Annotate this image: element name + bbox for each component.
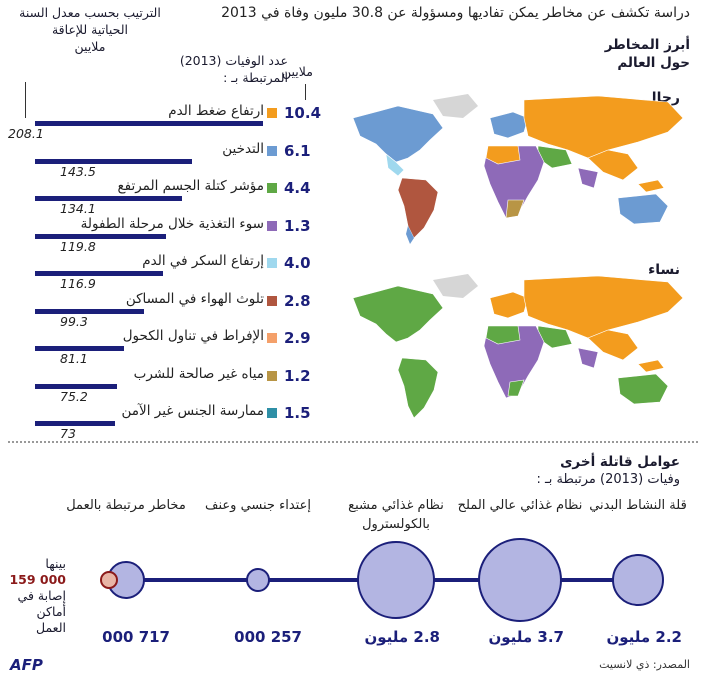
- other-factors-subtitle: وفيات (2013) مرتبطة بـ :: [536, 472, 680, 487]
- factor-label: نظام غذائي عالي الملح: [457, 498, 583, 513]
- deaths-pointer-line: [305, 84, 306, 100]
- work-note-number: 159 000: [9, 572, 66, 587]
- women-world-map: [352, 274, 684, 419]
- risk-label: سوء التغذية خلال مرحلة الطفولة: [80, 215, 264, 232]
- deaths-unit: ملايين: [282, 64, 313, 79]
- risk-label: إرتفاع السكر في الدم: [142, 253, 264, 269]
- factor-label: إعتداء جنسي وعنف: [205, 498, 311, 513]
- section-divider: [8, 441, 698, 443]
- risk-color-swatch: [267, 333, 277, 343]
- risk-dalys-value: 208.1: [8, 126, 44, 141]
- risk-dalys-value: 143.5: [60, 163, 96, 179]
- infographic-title: دراسة تكشف عن مخاطر يمكن تفاديها ومسؤولة…: [221, 5, 690, 21]
- risk-color-swatch: [267, 370, 277, 381]
- risk-dalys-bar: [35, 121, 263, 126]
- factor-value: 3.7 مليون: [488, 628, 564, 646]
- risk-dalys-value: 75.2: [60, 388, 88, 404]
- risk-dalys-value: 73: [60, 426, 76, 441]
- risk-dalys-bar: [35, 233, 166, 239]
- risk-color-swatch: [267, 408, 277, 418]
- risk-dalys-value: 134.1: [60, 201, 96, 216]
- risk-label: ممارسة الجنس غير الآمن: [121, 403, 265, 419]
- risk-dalys-value: 116.9: [60, 276, 96, 291]
- factor-circle: [246, 568, 270, 592]
- risk-deaths-value: 1.3: [284, 216, 311, 235]
- risk-label: مؤشر كتلة الجسم المرتفع: [117, 178, 264, 194]
- risk-deaths-value: 2.8: [284, 291, 311, 310]
- other-factors-title: عوامل قاتلة أخرى: [560, 454, 680, 470]
- factor-circle: [612, 554, 664, 606]
- risk-dalys-bar: [35, 383, 117, 389]
- risk-color-swatch: [267, 183, 277, 193]
- risk-dalys-value: 119.8: [60, 238, 96, 254]
- risk-color-swatch: [267, 258, 277, 268]
- risk-label: التدخين: [222, 140, 264, 157]
- factor-label: نظام غذائي مشبع بالكولسترول: [348, 498, 444, 532]
- risk-dalys-bar: [35, 308, 144, 314]
- dalys-column-label: الترتيب بحسب معدل السنة الحياتية للإعاقة…: [10, 4, 170, 55]
- risk-deaths-value: 4.4: [284, 179, 311, 197]
- risk-dalys-value: 81.1: [60, 351, 88, 366]
- afp-logo: AFP: [10, 656, 43, 674]
- workplace-injury-note: بينها 159 000 إصابة في أماكن العمل: [8, 556, 66, 636]
- risk-deaths-value: 1.2: [284, 366, 311, 385]
- risk-deaths-value: 4.0: [284, 254, 311, 272]
- factor-circle: [357, 541, 435, 619]
- source-credit: المصدر: ذي لانسيت: [599, 658, 690, 671]
- risk-label: تلوث الهواء في المساكن: [125, 290, 264, 307]
- risk-dalys-bar: [35, 346, 124, 351]
- risk-color-swatch: [267, 108, 277, 118]
- men-world-map: [352, 94, 684, 244]
- risk-deaths-value: 2.9: [284, 329, 311, 347]
- risk-deaths-value: 6.1: [284, 141, 311, 160]
- factor-value: 2.8 مليون: [364, 628, 440, 646]
- workplace-injury-circle: [100, 571, 118, 589]
- map-title: أبرز المخاطر حول العالم: [604, 37, 690, 71]
- risk-color-swatch: [267, 220, 277, 231]
- risk-dalys-bar: [35, 158, 192, 164]
- risk-deaths-value: 10.4: [284, 104, 322, 122]
- factor-value: 717 000: [102, 628, 170, 646]
- risk-label: ارتفاع ضغط الدم: [168, 103, 264, 119]
- factor-label: قلة النشاط البدني: [589, 498, 687, 513]
- dalys-label-text: الترتيب بحسب معدل السنة الحياتية للإعاقة: [19, 5, 161, 37]
- dalys-pointer-line: [25, 82, 26, 118]
- risk-dalys-bar: [35, 421, 115, 426]
- factor-value: 2.2 مليون: [606, 628, 682, 646]
- map-women-label: نساء: [648, 262, 680, 278]
- work-note-suffix: إصابة في أماكن العمل: [17, 588, 66, 635]
- risk-deaths-value: 1.5: [284, 404, 311, 422]
- factor-circle: [478, 538, 562, 622]
- deaths-column-label: عدد الوفيات (2013) المرتبطة بـ :: [179, 53, 288, 85]
- risk-color-swatch: [267, 145, 277, 156]
- risk-label: مياه غير صالحة للشرب: [133, 365, 264, 382]
- factor-value: 257 000: [234, 628, 302, 646]
- risk-dalys-bar: [35, 196, 182, 201]
- dalys-unit: ملايين: [74, 39, 106, 54]
- work-note-prefix: بينها: [45, 556, 66, 571]
- factor-label: مخاطر مرتبطة بالعمل: [66, 498, 186, 513]
- risk-dalys-bar: [35, 271, 163, 276]
- risk-color-swatch: [267, 295, 277, 306]
- risk-label: الإفراط في تناول الكحول: [122, 328, 264, 344]
- risk-dalys-value: 99.3: [60, 313, 88, 329]
